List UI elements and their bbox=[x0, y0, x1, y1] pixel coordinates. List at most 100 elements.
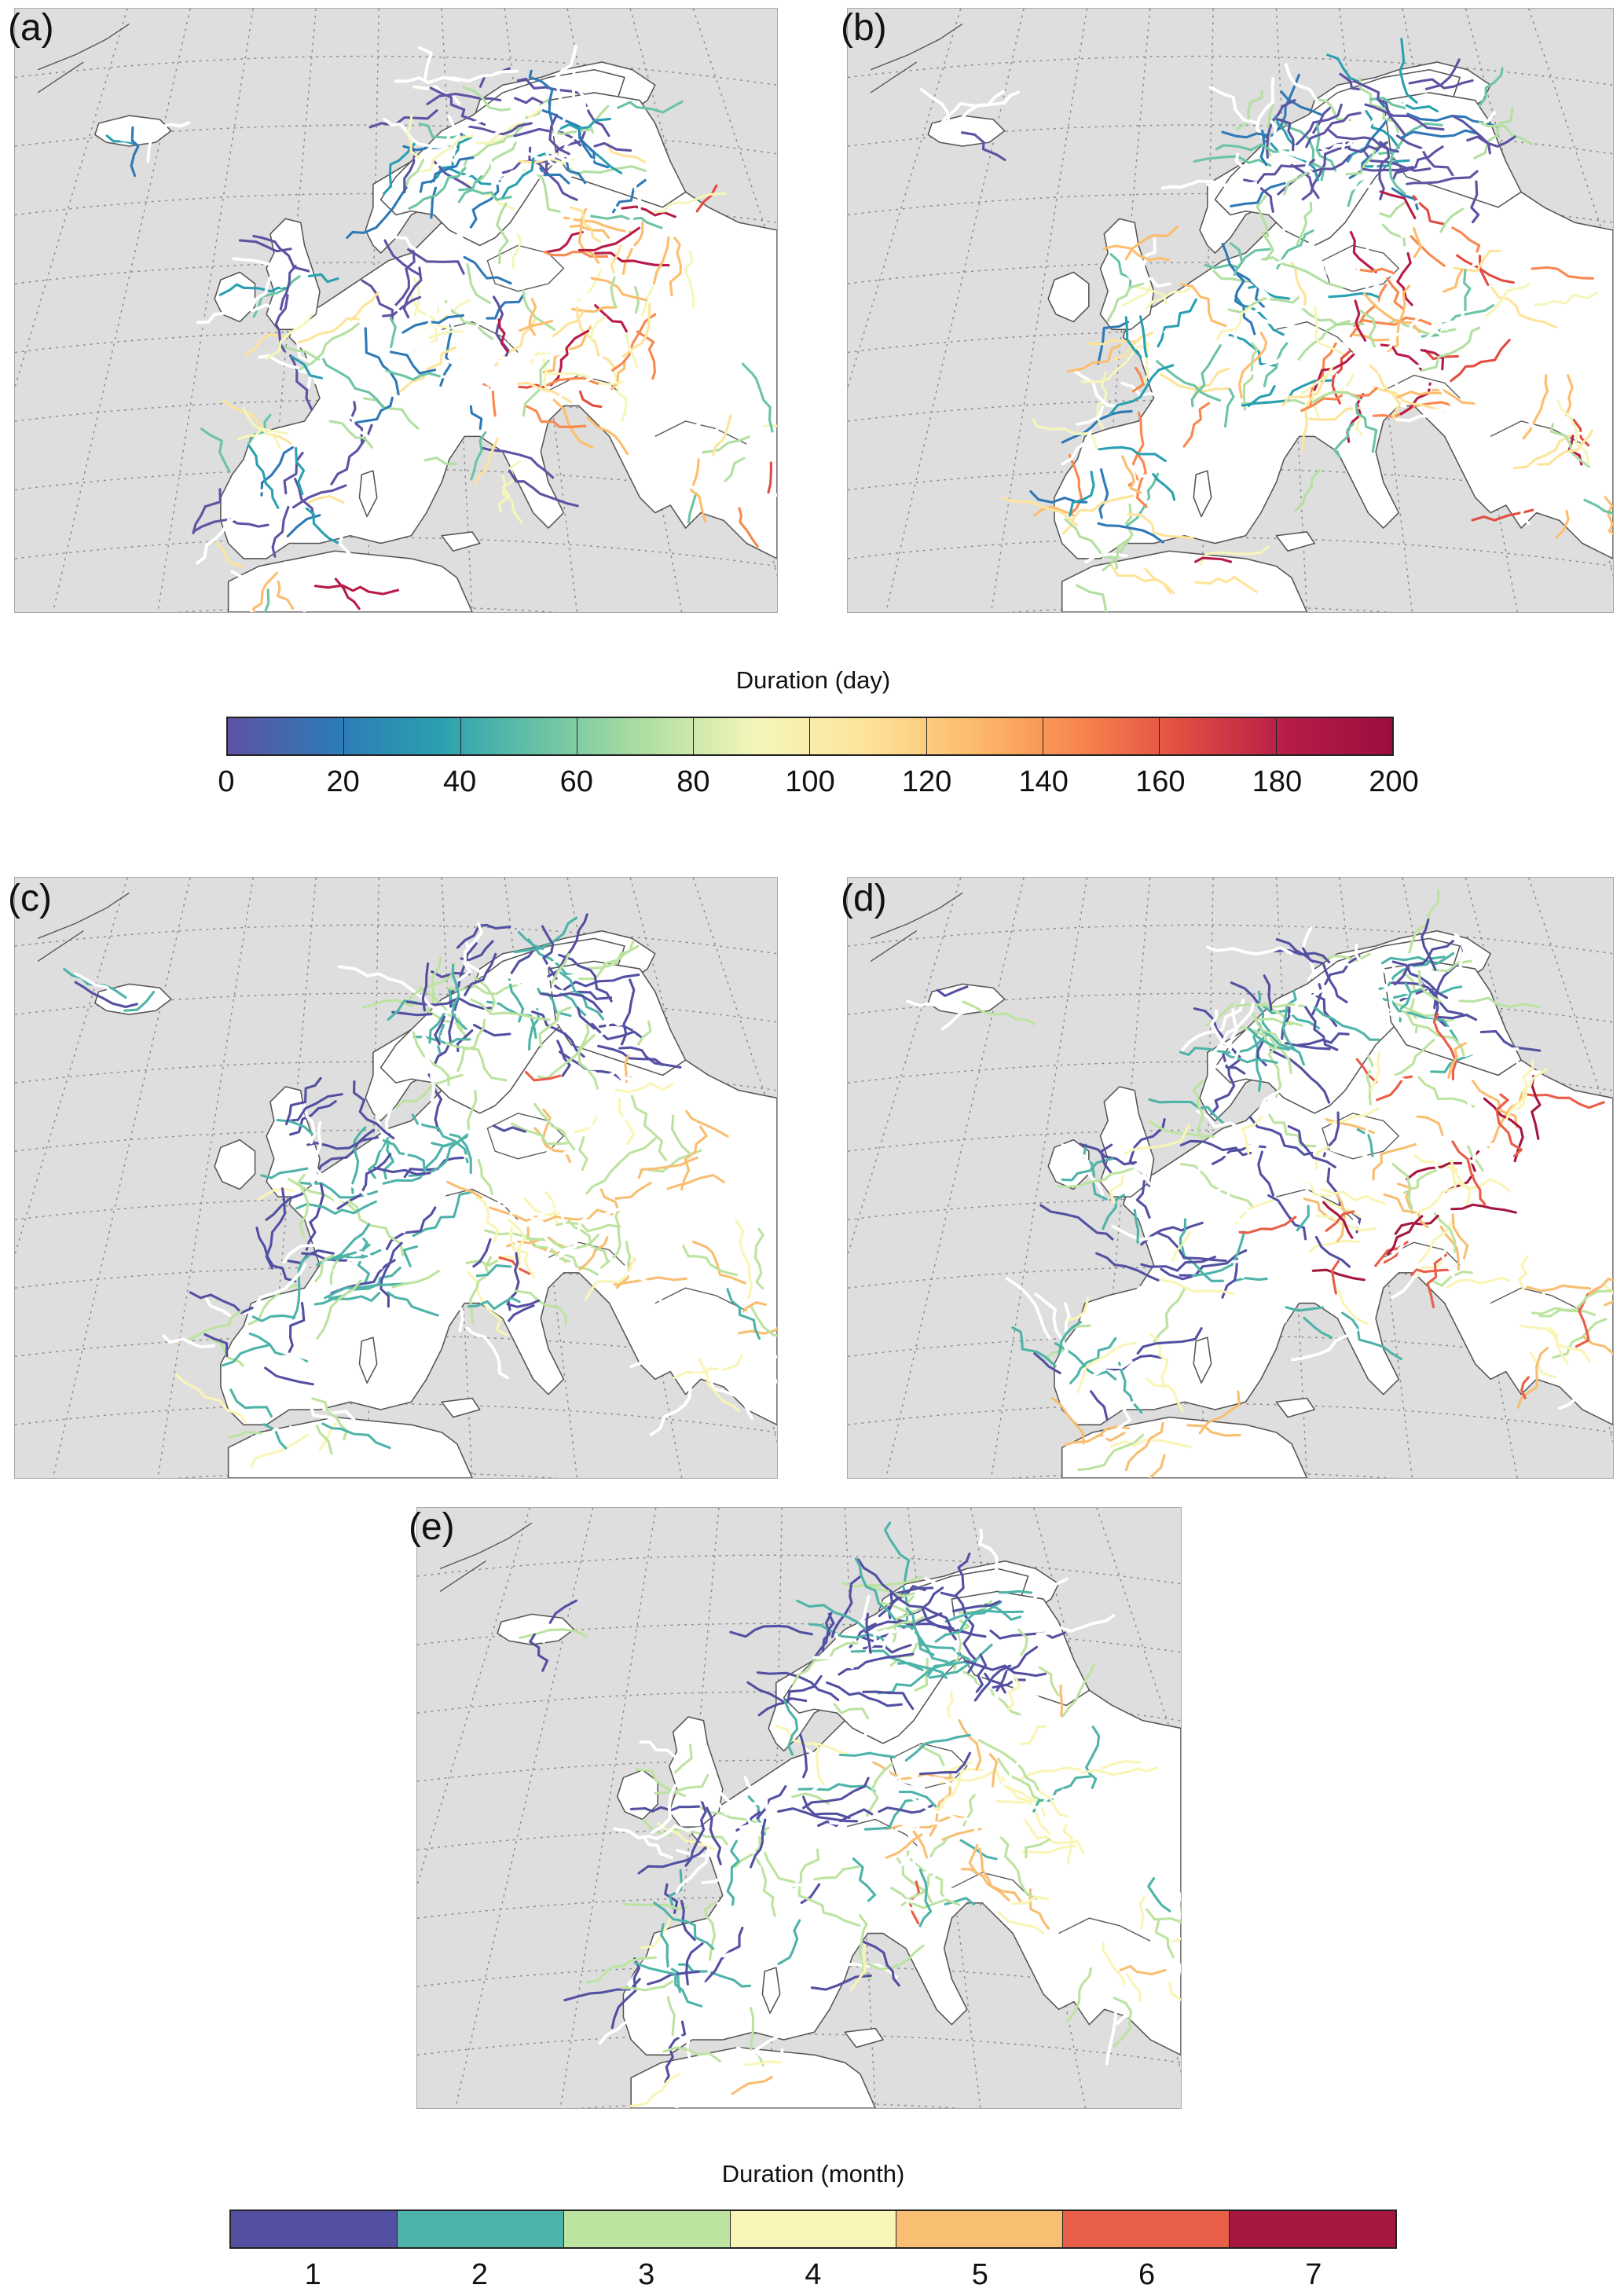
river-segment bbox=[889, 1590, 968, 1634]
river-segment bbox=[1399, 38, 1418, 104]
river-segment bbox=[277, 343, 321, 361]
river-segment bbox=[1098, 468, 1109, 519]
river-segment bbox=[1583, 498, 1613, 515]
river-segment bbox=[1068, 453, 1083, 516]
river-segment bbox=[560, 72, 576, 137]
river-segment bbox=[465, 941, 507, 995]
river-segment bbox=[130, 126, 140, 178]
river-segment bbox=[1061, 409, 1133, 444]
river-segment bbox=[1248, 1027, 1290, 1051]
river-segment bbox=[741, 362, 774, 433]
river-segment bbox=[799, 1733, 808, 1779]
river-segment bbox=[569, 206, 601, 243]
river-segment bbox=[1400, 210, 1423, 239]
river-segment bbox=[1485, 283, 1531, 317]
river-segment bbox=[930, 1883, 970, 1900]
river-segment bbox=[890, 1586, 934, 1596]
river-segment bbox=[287, 1160, 316, 1190]
river-segment bbox=[995, 1645, 1039, 1692]
river-segment bbox=[1520, 488, 1533, 525]
river-segment bbox=[744, 2060, 782, 2066]
river-segment bbox=[329, 1254, 341, 1285]
river-segment bbox=[513, 216, 575, 241]
river-segment bbox=[614, 1082, 674, 1094]
river-segment bbox=[516, 381, 573, 404]
river-segment bbox=[1331, 321, 1349, 375]
river-segment bbox=[833, 1703, 870, 1720]
river-segment bbox=[946, 1690, 954, 1718]
river-segment bbox=[796, 1599, 869, 1632]
river-segment bbox=[755, 1857, 776, 1917]
river-segment bbox=[1111, 1224, 1164, 1241]
colorbar-tick-label: 100 bbox=[785, 765, 835, 798]
panel-label-e: (e) bbox=[409, 1506, 455, 1548]
river-segment bbox=[360, 1141, 414, 1192]
river-segment bbox=[454, 222, 467, 290]
river-segment bbox=[849, 1942, 867, 1992]
river-segment bbox=[251, 571, 278, 612]
river-segment bbox=[1190, 344, 1222, 408]
river-segment bbox=[492, 295, 510, 359]
river-segment bbox=[1408, 233, 1446, 267]
river-segment bbox=[851, 1595, 871, 1652]
river-segment bbox=[1076, 405, 1104, 426]
river-segment bbox=[538, 1006, 572, 1049]
river-segment bbox=[1124, 316, 1142, 358]
river-segment bbox=[1099, 1143, 1113, 1174]
river-segment bbox=[962, 1794, 976, 1827]
river-segment bbox=[1422, 269, 1465, 295]
river-segment bbox=[1534, 446, 1571, 508]
colorbar-segment bbox=[896, 2211, 1063, 2247]
river-segment bbox=[470, 998, 551, 1021]
river-segment bbox=[469, 313, 488, 339]
river-segment bbox=[1421, 326, 1481, 372]
river-segment bbox=[559, 992, 587, 1017]
river-segment bbox=[670, 1114, 692, 1156]
river-segment bbox=[746, 1681, 808, 1703]
river-segment bbox=[162, 1334, 216, 1349]
river-segment bbox=[379, 1241, 403, 1308]
river-segment bbox=[1388, 152, 1406, 196]
river-segment bbox=[1011, 1326, 1057, 1368]
river-segment bbox=[305, 507, 342, 545]
river-segment bbox=[810, 1974, 872, 1991]
river-segment bbox=[291, 355, 323, 380]
river-segment bbox=[324, 1282, 409, 1300]
river-segment bbox=[1263, 974, 1273, 1011]
river-segment bbox=[1109, 364, 1175, 416]
river-segment bbox=[402, 1183, 455, 1234]
river-segment bbox=[1465, 1094, 1477, 1164]
river-segment bbox=[618, 1097, 636, 1145]
river-segment bbox=[509, 1226, 536, 1279]
river-segment bbox=[638, 1306, 694, 1338]
river-segment bbox=[1451, 115, 1491, 155]
river-segment bbox=[1565, 374, 1574, 416]
river-segment bbox=[346, 186, 408, 240]
river-segment bbox=[1383, 1193, 1429, 1229]
river-segment bbox=[460, 1197, 506, 1234]
river-segment bbox=[455, 1151, 489, 1194]
river-segment bbox=[528, 69, 554, 124]
river-segment bbox=[1372, 1142, 1417, 1181]
river-segment bbox=[1268, 1113, 1317, 1148]
river-segment bbox=[1478, 121, 1533, 145]
river-segment bbox=[403, 158, 425, 192]
river-segment bbox=[1451, 1140, 1487, 1205]
river-segment bbox=[878, 1804, 933, 1814]
river-segment bbox=[477, 1158, 493, 1195]
river-segment bbox=[1392, 1038, 1435, 1077]
colorbar-tick-label: 1 bbox=[304, 2258, 321, 2291]
river-segment bbox=[368, 109, 438, 129]
river-segment bbox=[1066, 344, 1121, 373]
river-segment bbox=[525, 98, 562, 110]
river-segment bbox=[650, 1784, 677, 1834]
river-segment bbox=[669, 1169, 691, 1218]
river-segment bbox=[1231, 1259, 1307, 1273]
panel-label-a: (a) bbox=[8, 7, 54, 49]
river-segment bbox=[530, 1208, 614, 1223]
river-segment bbox=[1349, 230, 1377, 273]
river-segment bbox=[276, 1118, 314, 1135]
river-segment bbox=[544, 147, 574, 178]
river-segment bbox=[200, 427, 231, 473]
river-segment bbox=[382, 1141, 458, 1185]
